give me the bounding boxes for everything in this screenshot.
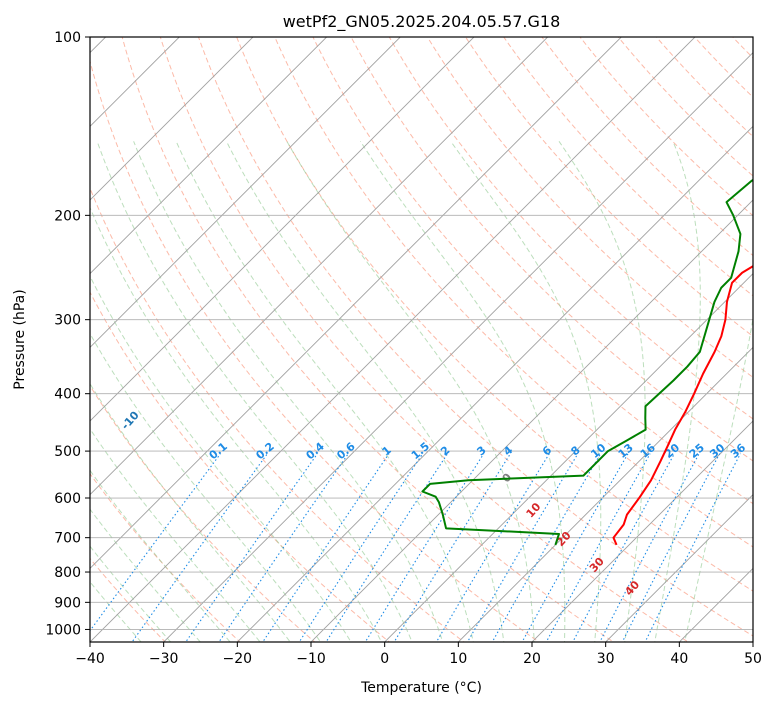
- mixing-ratio-line: [90, 453, 221, 632]
- y-tick-label: 100: [54, 30, 81, 46]
- plot-frame: [89, 36, 754, 643]
- mixing-ratio-line: [262, 453, 390, 642]
- moist-adiabat-line: [96, 141, 413, 642]
- moist-adiabat-line: [450, 141, 602, 642]
- isotherm-line: [384, 273, 753, 642]
- dry-adiabat-line: [426, 37, 753, 378]
- x-tick-label: 30: [597, 651, 615, 667]
- dry-adiabat-line: [464, 37, 753, 337]
- dry-adiabat-line: [655, 37, 753, 138]
- x-tick-label: 20: [523, 651, 541, 667]
- temperature-profile-line: [612, 265, 753, 546]
- dry-adiabat-line: [274, 37, 753, 548]
- y-tick-label: 1000: [45, 622, 81, 638]
- dry-adiabat-line: [90, 59, 540, 642]
- moist-adiabat-line: [90, 428, 261, 642]
- dewpoint-profile-line: [421, 178, 753, 546]
- mixing-ratio-line: [393, 453, 511, 642]
- moist-adiabat-line: [90, 508, 201, 642]
- dry-adiabat-line: [159, 37, 690, 642]
- y-tick-label: 700: [54, 531, 81, 547]
- isotherm-line: [163, 52, 753, 642]
- moist-adiabat-line: [558, 141, 646, 642]
- dry-adiabat-line: [90, 384, 316, 642]
- x-axis-title: Temperature (°C): [360, 680, 482, 696]
- x-tick-label: −20: [223, 651, 253, 667]
- y-tick-label: 800: [54, 565, 81, 581]
- dry-adiabat-line: [617, 37, 753, 177]
- isotherm-line: [531, 420, 753, 642]
- mixing-ratio-line: [599, 453, 700, 642]
- mixing-ratio-line: [435, 453, 550, 642]
- isotherm-line: [90, 37, 475, 422]
- moist-adiabat-line: [175, 141, 474, 642]
- isotherm-line: [90, 37, 696, 642]
- background-lines: [90, 37, 753, 642]
- mixing-ratio-line: [364, 453, 485, 642]
- mixing-ratio-line: [644, 453, 741, 642]
- y-tick-label: 300: [54, 313, 81, 329]
- moist-adiabat-line: [359, 141, 566, 642]
- y-tick-label: 500: [54, 444, 81, 460]
- dry-adiabat-line: [312, 37, 753, 505]
- dry-adiabat-line: [90, 186, 465, 642]
- isotherm-line: [90, 37, 622, 569]
- moist-adiabat-line: [133, 141, 444, 642]
- x-tick-label: 40: [670, 651, 688, 667]
- dry-adiabat-line: [90, 472, 241, 642]
- y-tick-label: 200: [54, 208, 81, 224]
- y-tick-label: 400: [54, 387, 81, 403]
- moist-adiabat-line: [90, 332, 322, 642]
- isotherm-line: [90, 37, 401, 348]
- dry-adiabat-line: [197, 37, 753, 637]
- mixing-ratio-line: [572, 453, 675, 642]
- x-tick-label: 10: [449, 651, 467, 667]
- dry-adiabat-line: [541, 37, 753, 257]
- x-tick-label: −40: [75, 651, 105, 667]
- x-tick-label: −30: [149, 651, 179, 667]
- axes: −40 −30 −20 −10 0 10 20 30 40 50 1000 900 800 700 600 5…: [45, 30, 762, 667]
- isotherm-line: [236, 125, 753, 642]
- moist-adiabat-line: [90, 206, 383, 642]
- dry-adiabat-line: [388, 37, 753, 420]
- mixing-ratio-line: [185, 453, 318, 642]
- mixing-ratio-line: [218, 453, 349, 642]
- dry-adiabat-line: [121, 37, 615, 642]
- isotherm-line: [90, 37, 328, 275]
- moist-adiabat-line: [286, 141, 535, 642]
- moist-adiabat-line: [684, 315, 753, 642]
- dry-adiabat-line: [350, 37, 753, 462]
- x-tick-label: 50: [744, 651, 762, 667]
- isotherm-line: [90, 37, 254, 201]
- y-tick-label: 600: [54, 491, 81, 507]
- mixing-ratio-line: [491, 453, 602, 642]
- isotherm-line: [310, 199, 753, 642]
- moist-adiabat-line: [225, 141, 505, 642]
- sounding-profiles: [421, 178, 753, 546]
- x-tick-label: 0: [380, 651, 389, 667]
- y-tick-label: 900: [54, 595, 81, 611]
- mixing-ratio-line: [621, 453, 721, 642]
- moist-adiabat-line: [90, 469, 231, 642]
- mixing-ratio-line: [131, 453, 268, 642]
- isotherm-line: [605, 494, 753, 642]
- plot-background: [90, 37, 753, 642]
- x-tick-label: −10: [296, 651, 326, 667]
- isotherm-line: [457, 346, 753, 642]
- isotherm-line: [90, 37, 549, 496]
- chart-title: wetPf2_GN05.2025.204.05.57.G18: [283, 12, 561, 32]
- y-axis-title: Pressure (hPa): [12, 289, 28, 389]
- mixing-ratio-line: [466, 453, 579, 642]
- dry-adiabat-line: [236, 37, 753, 592]
